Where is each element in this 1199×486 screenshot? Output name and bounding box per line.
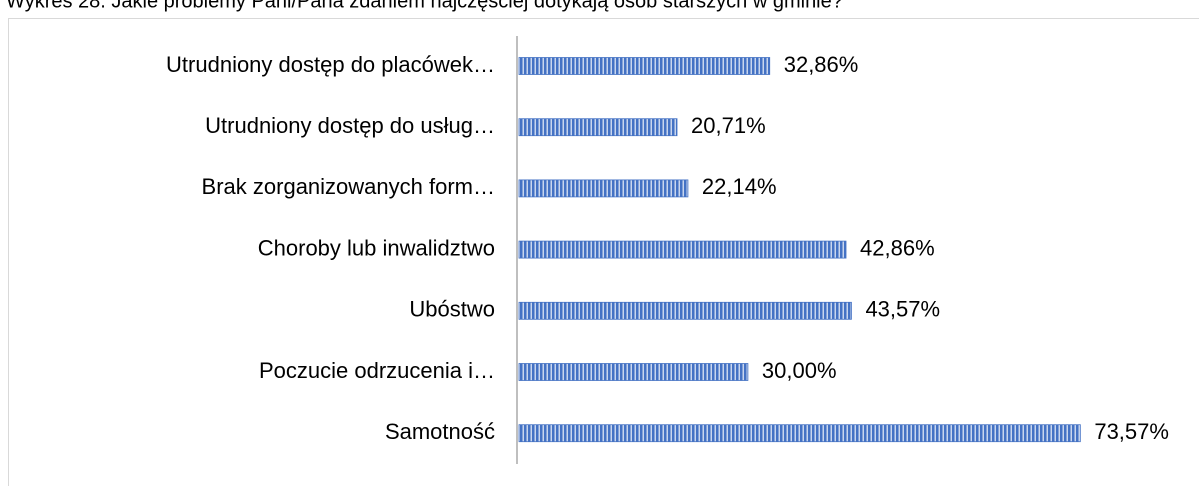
bar bbox=[518, 240, 847, 259]
bar bbox=[518, 57, 771, 75]
chart-border bbox=[8, 18, 1199, 486]
value-label: 30,00% bbox=[762, 358, 837, 383]
value-label: 42,86% bbox=[860, 235, 935, 260]
chart-title: Wykres 28. Jakie problemy Pani/Pana zdan… bbox=[6, 0, 843, 12]
value-label: 73,57% bbox=[1094, 419, 1169, 444]
bar bbox=[518, 179, 689, 198]
category-label: Utrudniony dostęp do placówek… bbox=[166, 52, 495, 77]
category-label: Ubóstwo bbox=[409, 297, 495, 322]
category-label: Utrudniony dostęp do usług… bbox=[205, 113, 495, 138]
category-label: Samotność bbox=[385, 419, 495, 444]
bar bbox=[518, 363, 749, 381]
value-label: 32,86% bbox=[784, 52, 859, 77]
value-label: 43,57% bbox=[865, 297, 940, 322]
category-label: Choroby lub inwalidztwo bbox=[258, 235, 495, 260]
value-label: 22,14% bbox=[702, 174, 777, 199]
category-label: Poczucie odrzucenia i… bbox=[259, 358, 495, 383]
bar bbox=[518, 301, 852, 320]
bar bbox=[518, 118, 678, 137]
value-label: 20,71% bbox=[691, 113, 766, 138]
bar bbox=[518, 424, 1081, 443]
category-label: Brak zorganizowanych form… bbox=[202, 174, 495, 199]
